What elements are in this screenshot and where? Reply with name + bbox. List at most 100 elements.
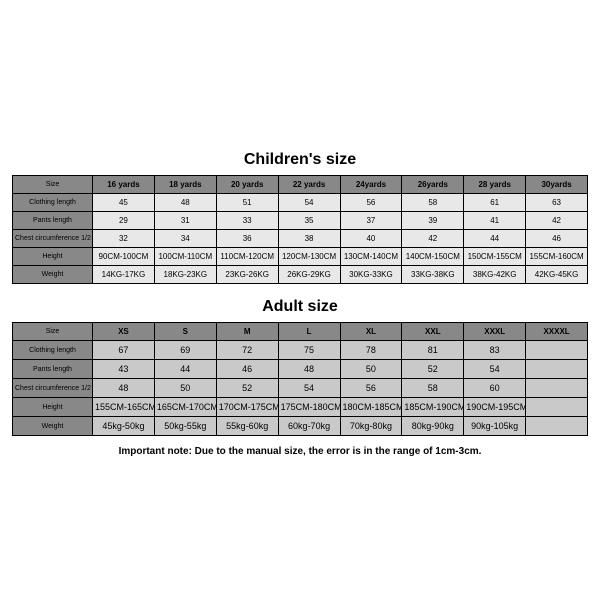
- cell: 31: [154, 212, 216, 230]
- cell: 48: [93, 379, 155, 398]
- cell: 70kg-80kg: [340, 417, 402, 436]
- table-row: Height 155CM-165CM 165CM-170CM 170CM-175…: [13, 398, 588, 417]
- size-chart-page: Children's size Size 16 yards 18 yards 2…: [0, 0, 600, 600]
- cell: 100CM-110CM: [154, 248, 216, 266]
- row-label: Chest circumference 1/2: [13, 379, 93, 398]
- cell: 61: [464, 194, 526, 212]
- row-label: Chest circumference 1/2: [13, 230, 93, 248]
- size-header-label: Size: [13, 176, 93, 194]
- cell: 110CM-120CM: [216, 248, 278, 266]
- children-title: Children's size: [12, 143, 588, 175]
- cell: 37: [340, 212, 402, 230]
- row-label: Pants length: [13, 360, 93, 379]
- adult-col-7: XXXXL: [526, 323, 588, 341]
- row-label: Height: [13, 248, 93, 266]
- cell: 38KG-42KG: [464, 266, 526, 284]
- cell: 175CM-180CM: [278, 398, 340, 417]
- table-row: Chest circumference 1/2 48 50 52 54 56 5…: [13, 379, 588, 398]
- cell: 50: [340, 360, 402, 379]
- cell: 29: [93, 212, 155, 230]
- adult-col-5: XXL: [402, 323, 464, 341]
- adult-header-row: Size XS S M L XL XXL XXXL XXXXL: [13, 323, 588, 341]
- cell: 180CM-185CM: [340, 398, 402, 417]
- cell: [526, 360, 588, 379]
- cell: 32: [93, 230, 155, 248]
- adult-col-6: XXXL: [464, 323, 526, 341]
- size-header-label: Size: [13, 323, 93, 341]
- table-row: Clothing length 67 69 72 75 78 81 83: [13, 341, 588, 360]
- adult-col-3: L: [278, 323, 340, 341]
- cell: [526, 398, 588, 417]
- cell: 80kg-90kg: [402, 417, 464, 436]
- cell: 50kg-55kg: [154, 417, 216, 436]
- cell: 155CM-165CM: [93, 398, 155, 417]
- cell: [526, 379, 588, 398]
- cell: 63: [526, 194, 588, 212]
- cell: 58: [402, 194, 464, 212]
- cell: 40: [340, 230, 402, 248]
- cell: 60kg-70kg: [278, 417, 340, 436]
- cell: 36: [216, 230, 278, 248]
- cell: 69: [154, 341, 216, 360]
- row-label: Clothing length: [13, 194, 93, 212]
- children-col-2: 20 yards: [216, 176, 278, 194]
- adult-col-4: XL: [340, 323, 402, 341]
- cell: 48: [278, 360, 340, 379]
- cell: 45kg-50kg: [93, 417, 155, 436]
- cell: 26KG-29KG: [278, 266, 340, 284]
- table-row: Pants length 29 31 33 35 37 39 41 42: [13, 212, 588, 230]
- cell: 75: [278, 341, 340, 360]
- cell: 30KG-33KG: [340, 266, 402, 284]
- row-label: Weight: [13, 266, 93, 284]
- cell: 130CM-140CM: [340, 248, 402, 266]
- cell: 41: [464, 212, 526, 230]
- cell: 42KG-45KG: [526, 266, 588, 284]
- cell: 60: [464, 379, 526, 398]
- children-col-3: 22 yards: [278, 176, 340, 194]
- cell: 150CM-155CM: [464, 248, 526, 266]
- cell: 50: [154, 379, 216, 398]
- cell: 42: [402, 230, 464, 248]
- cell: 52: [216, 379, 278, 398]
- children-col-5: 26yards: [402, 176, 464, 194]
- cell: [526, 341, 588, 360]
- cell: 190CM-195CM: [464, 398, 526, 417]
- cell: 46: [526, 230, 588, 248]
- cell: 45: [93, 194, 155, 212]
- cell: 35: [278, 212, 340, 230]
- adult-title: Adult size: [12, 290, 588, 322]
- cell: 56: [340, 194, 402, 212]
- cell: 44: [154, 360, 216, 379]
- cell: 42: [526, 212, 588, 230]
- table-row: Chest circumference 1/2 32 34 36 38 40 4…: [13, 230, 588, 248]
- cell: 39: [402, 212, 464, 230]
- cell: 18KG-23KG: [154, 266, 216, 284]
- cell: 33: [216, 212, 278, 230]
- adult-block: Adult size Size XS S M L XL XXL XXXL XXX…: [12, 290, 588, 457]
- children-table: Size 16 yards 18 yards 20 yards 22 yards…: [12, 175, 588, 284]
- important-note: Important note: Due to the manual size, …: [12, 436, 588, 457]
- cell: 46: [216, 360, 278, 379]
- cell: 54: [278, 194, 340, 212]
- row-label: Height: [13, 398, 93, 417]
- children-header-row: Size 16 yards 18 yards 20 yards 22 yards…: [13, 176, 588, 194]
- row-label: Clothing length: [13, 341, 93, 360]
- cell: 23KG-26KG: [216, 266, 278, 284]
- adult-col-2: M: [216, 323, 278, 341]
- cell: 55kg-60kg: [216, 417, 278, 436]
- adult-col-0: XS: [93, 323, 155, 341]
- cell: 155CM-160CM: [526, 248, 588, 266]
- children-block: Children's size Size 16 yards 18 yards 2…: [12, 143, 588, 284]
- adult-col-1: S: [154, 323, 216, 341]
- cell: 48: [154, 194, 216, 212]
- children-col-6: 28 yards: [464, 176, 526, 194]
- children-col-4: 24yards: [340, 176, 402, 194]
- cell: 170CM-175CM: [216, 398, 278, 417]
- cell: 51: [216, 194, 278, 212]
- cell: 83: [464, 341, 526, 360]
- children-col-0: 16 yards: [93, 176, 155, 194]
- cell: 54: [278, 379, 340, 398]
- cell: 14KG-17KG: [93, 266, 155, 284]
- cell: 38: [278, 230, 340, 248]
- table-row: Height 90CM-100CM 100CM-110CM 110CM-120C…: [13, 248, 588, 266]
